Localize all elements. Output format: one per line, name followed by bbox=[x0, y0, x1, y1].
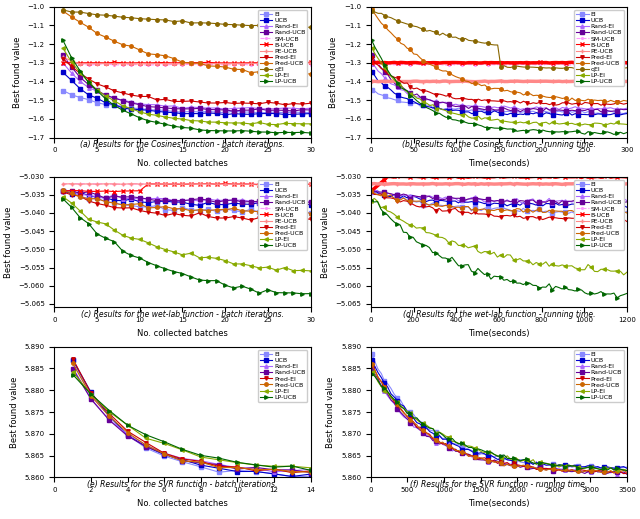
Y-axis label: Best found value: Best found value bbox=[330, 36, 339, 108]
Text: (a) Results for the Cosines function - batch iterations.: (a) Results for the Cosines function - b… bbox=[80, 140, 285, 149]
Legend: EI, UCB, Rand-EI, Rand-UCB, SM-UCB, B-UCB, PE-UCB, Pred-EI, Pred-UCB, LP-EI, LP-: EI, UCB, Rand-EI, Rand-UCB, SM-UCB, B-UC… bbox=[258, 180, 307, 250]
Legend: EI, UCB, Rand-EI, Rand-UCB, Pred-EI, Pred-UCB, LP-EI, LP-UCB: EI, UCB, Rand-EI, Rand-UCB, Pred-EI, Pre… bbox=[574, 350, 624, 402]
Y-axis label: Best found value: Best found value bbox=[4, 207, 13, 278]
Text: (f) Results for the SVR function - running time.: (f) Results for the SVR function - runni… bbox=[410, 480, 588, 489]
Text: (c) Results for the wet-lab function - batch iterations.: (c) Results for the wet-lab function - b… bbox=[81, 310, 284, 319]
Text: (b) Results for the Cosines function - running time.: (b) Results for the Cosines function - r… bbox=[402, 140, 596, 149]
Legend: EI, UCB, Rand-EI, Rand-UCB, SM-UCB, B-UCB, PE-UCB, Pred-EI, Pred-UCB, LP-EI, LP-: EI, UCB, Rand-EI, Rand-UCB, SM-UCB, B-UC… bbox=[574, 180, 624, 250]
Y-axis label: Best found value: Best found value bbox=[326, 376, 335, 448]
X-axis label: Time(seconds): Time(seconds) bbox=[468, 159, 530, 168]
Text: (e) Results for the SVR function - batch iterations.: (e) Results for the SVR function - batch… bbox=[87, 480, 278, 489]
Legend: EI, UCB, Rand-EI, Rand-UCB, SM-UCB, B-UCB, PE-UCB, Pred-EI, Pred-UCB, qEI, LP-EI: EI, UCB, Rand-EI, Rand-UCB, SM-UCB, B-UC… bbox=[574, 10, 624, 86]
X-axis label: Time(seconds): Time(seconds) bbox=[468, 329, 530, 338]
X-axis label: No. collected batches: No. collected batches bbox=[137, 329, 228, 338]
Text: (d) Results for the wet-lab function - running time.: (d) Results for the wet-lab function - r… bbox=[403, 310, 595, 319]
Y-axis label: Best found value: Best found value bbox=[10, 376, 19, 448]
X-axis label: No. collected batches: No. collected batches bbox=[137, 159, 228, 168]
Y-axis label: Best found value: Best found value bbox=[321, 207, 330, 278]
Y-axis label: Best found value: Best found value bbox=[13, 36, 22, 108]
Legend: EI, UCB, Rand-EI, Rand-UCB, Pred-EI, Pred-UCB, LP-EI, LP-UCB: EI, UCB, Rand-EI, Rand-UCB, Pred-EI, Pre… bbox=[258, 350, 307, 402]
Legend: EI, UCB, Rand-EI, Rand-UCB, SM-UCB, B-UCB, PE-UCB, Pred-EI, Pred-UCB, qEI, LP-EI: EI, UCB, Rand-EI, Rand-UCB, SM-UCB, B-UC… bbox=[258, 10, 307, 86]
X-axis label: Time(seconds): Time(seconds) bbox=[468, 499, 530, 508]
X-axis label: No. collected batches: No. collected batches bbox=[137, 499, 228, 508]
